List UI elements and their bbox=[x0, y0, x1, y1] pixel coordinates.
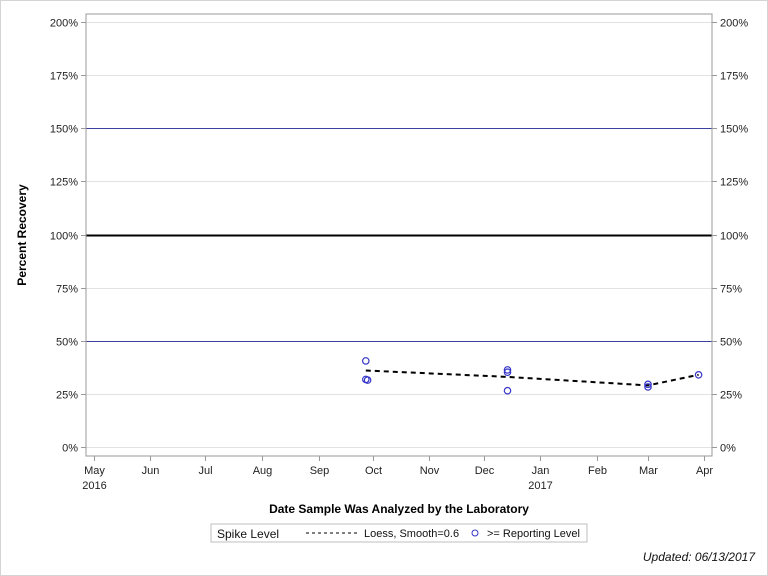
data-points bbox=[361, 357, 703, 395]
data-point-marker bbox=[644, 383, 652, 391]
y-axis-title: Percent Recovery bbox=[15, 184, 29, 286]
y-tick-label: 150% bbox=[50, 124, 78, 136]
y-tick-label: 150% bbox=[720, 124, 748, 136]
x-tick-label: Feb bbox=[588, 465, 607, 477]
legend-loess-label: Loess, Smooth=0.6 bbox=[364, 528, 459, 540]
reference-lines bbox=[86, 128, 712, 342]
y-tick-label: 175% bbox=[50, 71, 78, 83]
legend-open-circle-icon bbox=[471, 529, 479, 537]
x-tick-label: Mar bbox=[639, 465, 658, 477]
y-tick-label: 100% bbox=[720, 231, 748, 243]
y-tick-label: 100% bbox=[50, 231, 78, 243]
y-tick-label: 50% bbox=[720, 337, 742, 349]
x-tick-label: Apr bbox=[696, 465, 713, 477]
data-point-marker bbox=[503, 368, 512, 377]
data-point-marker bbox=[644, 380, 652, 389]
data-point-marker bbox=[503, 366, 512, 374]
y-axis-left: 0% 25% 50% 75% 100% 125% 150% 175% 200% bbox=[50, 18, 86, 455]
data-point-marker bbox=[363, 376, 372, 384]
y-tick-label: 25% bbox=[720, 390, 742, 402]
legend-title: Spike Level bbox=[217, 527, 279, 541]
legend-reporting-label: >= Reporting Level bbox=[487, 528, 580, 540]
loess-line bbox=[365, 369, 699, 387]
y-tick-label: 0% bbox=[720, 443, 736, 455]
x-tick-label: Dec bbox=[475, 465, 495, 477]
x-tick-year-label: 2016 bbox=[82, 480, 106, 492]
x-tick-label: Jul bbox=[198, 465, 212, 477]
x-tick-year-label: 2017 bbox=[528, 480, 552, 492]
y-tick-label: 125% bbox=[720, 177, 748, 189]
y-tick-label: 175% bbox=[720, 71, 748, 83]
data-point-marker bbox=[503, 386, 512, 395]
data-point-marker bbox=[694, 370, 703, 379]
legend-box bbox=[210, 523, 588, 543]
y-tick-label: 0% bbox=[62, 443, 78, 455]
loess-curve bbox=[365, 369, 699, 387]
y-tick-label: 75% bbox=[56, 284, 78, 296]
data-point-marker bbox=[361, 357, 370, 365]
y-tick-label: 50% bbox=[56, 337, 78, 349]
x-axis: May 2016 Jun Jul Aug Sep Oct Nov Dec Jan 2017 Feb Ma… bbox=[82, 456, 713, 492]
y-tick-label: 75% bbox=[720, 284, 742, 296]
x-tick-label: May bbox=[84, 465, 105, 477]
y-axis-right: 0% 25% 50% 75% 100% 125% 150% 175% 200% bbox=[712, 18, 748, 455]
legend: Spike Level Loess, Smooth=0.6 >= Reporti… bbox=[210, 523, 588, 543]
x-tick-label: Aug bbox=[253, 465, 273, 477]
x-tick-label: Oct bbox=[365, 465, 382, 477]
x-tick-label: Jun bbox=[142, 465, 160, 477]
x-tick-label: Jan bbox=[532, 465, 550, 477]
y-tick-label: 200% bbox=[720, 18, 748, 30]
y-tick-label: 200% bbox=[50, 18, 78, 30]
updated-date: Updated: 06/13/2017 bbox=[642, 550, 755, 564]
x-tick-label: Nov bbox=[420, 465, 440, 477]
y-tick-label: 125% bbox=[50, 177, 78, 189]
x-axis-title: Date Sample Was Analyzed by the Laborato… bbox=[269, 502, 529, 516]
y-tick-label: 25% bbox=[56, 390, 78, 402]
x-tick-label: Sep bbox=[310, 465, 330, 477]
